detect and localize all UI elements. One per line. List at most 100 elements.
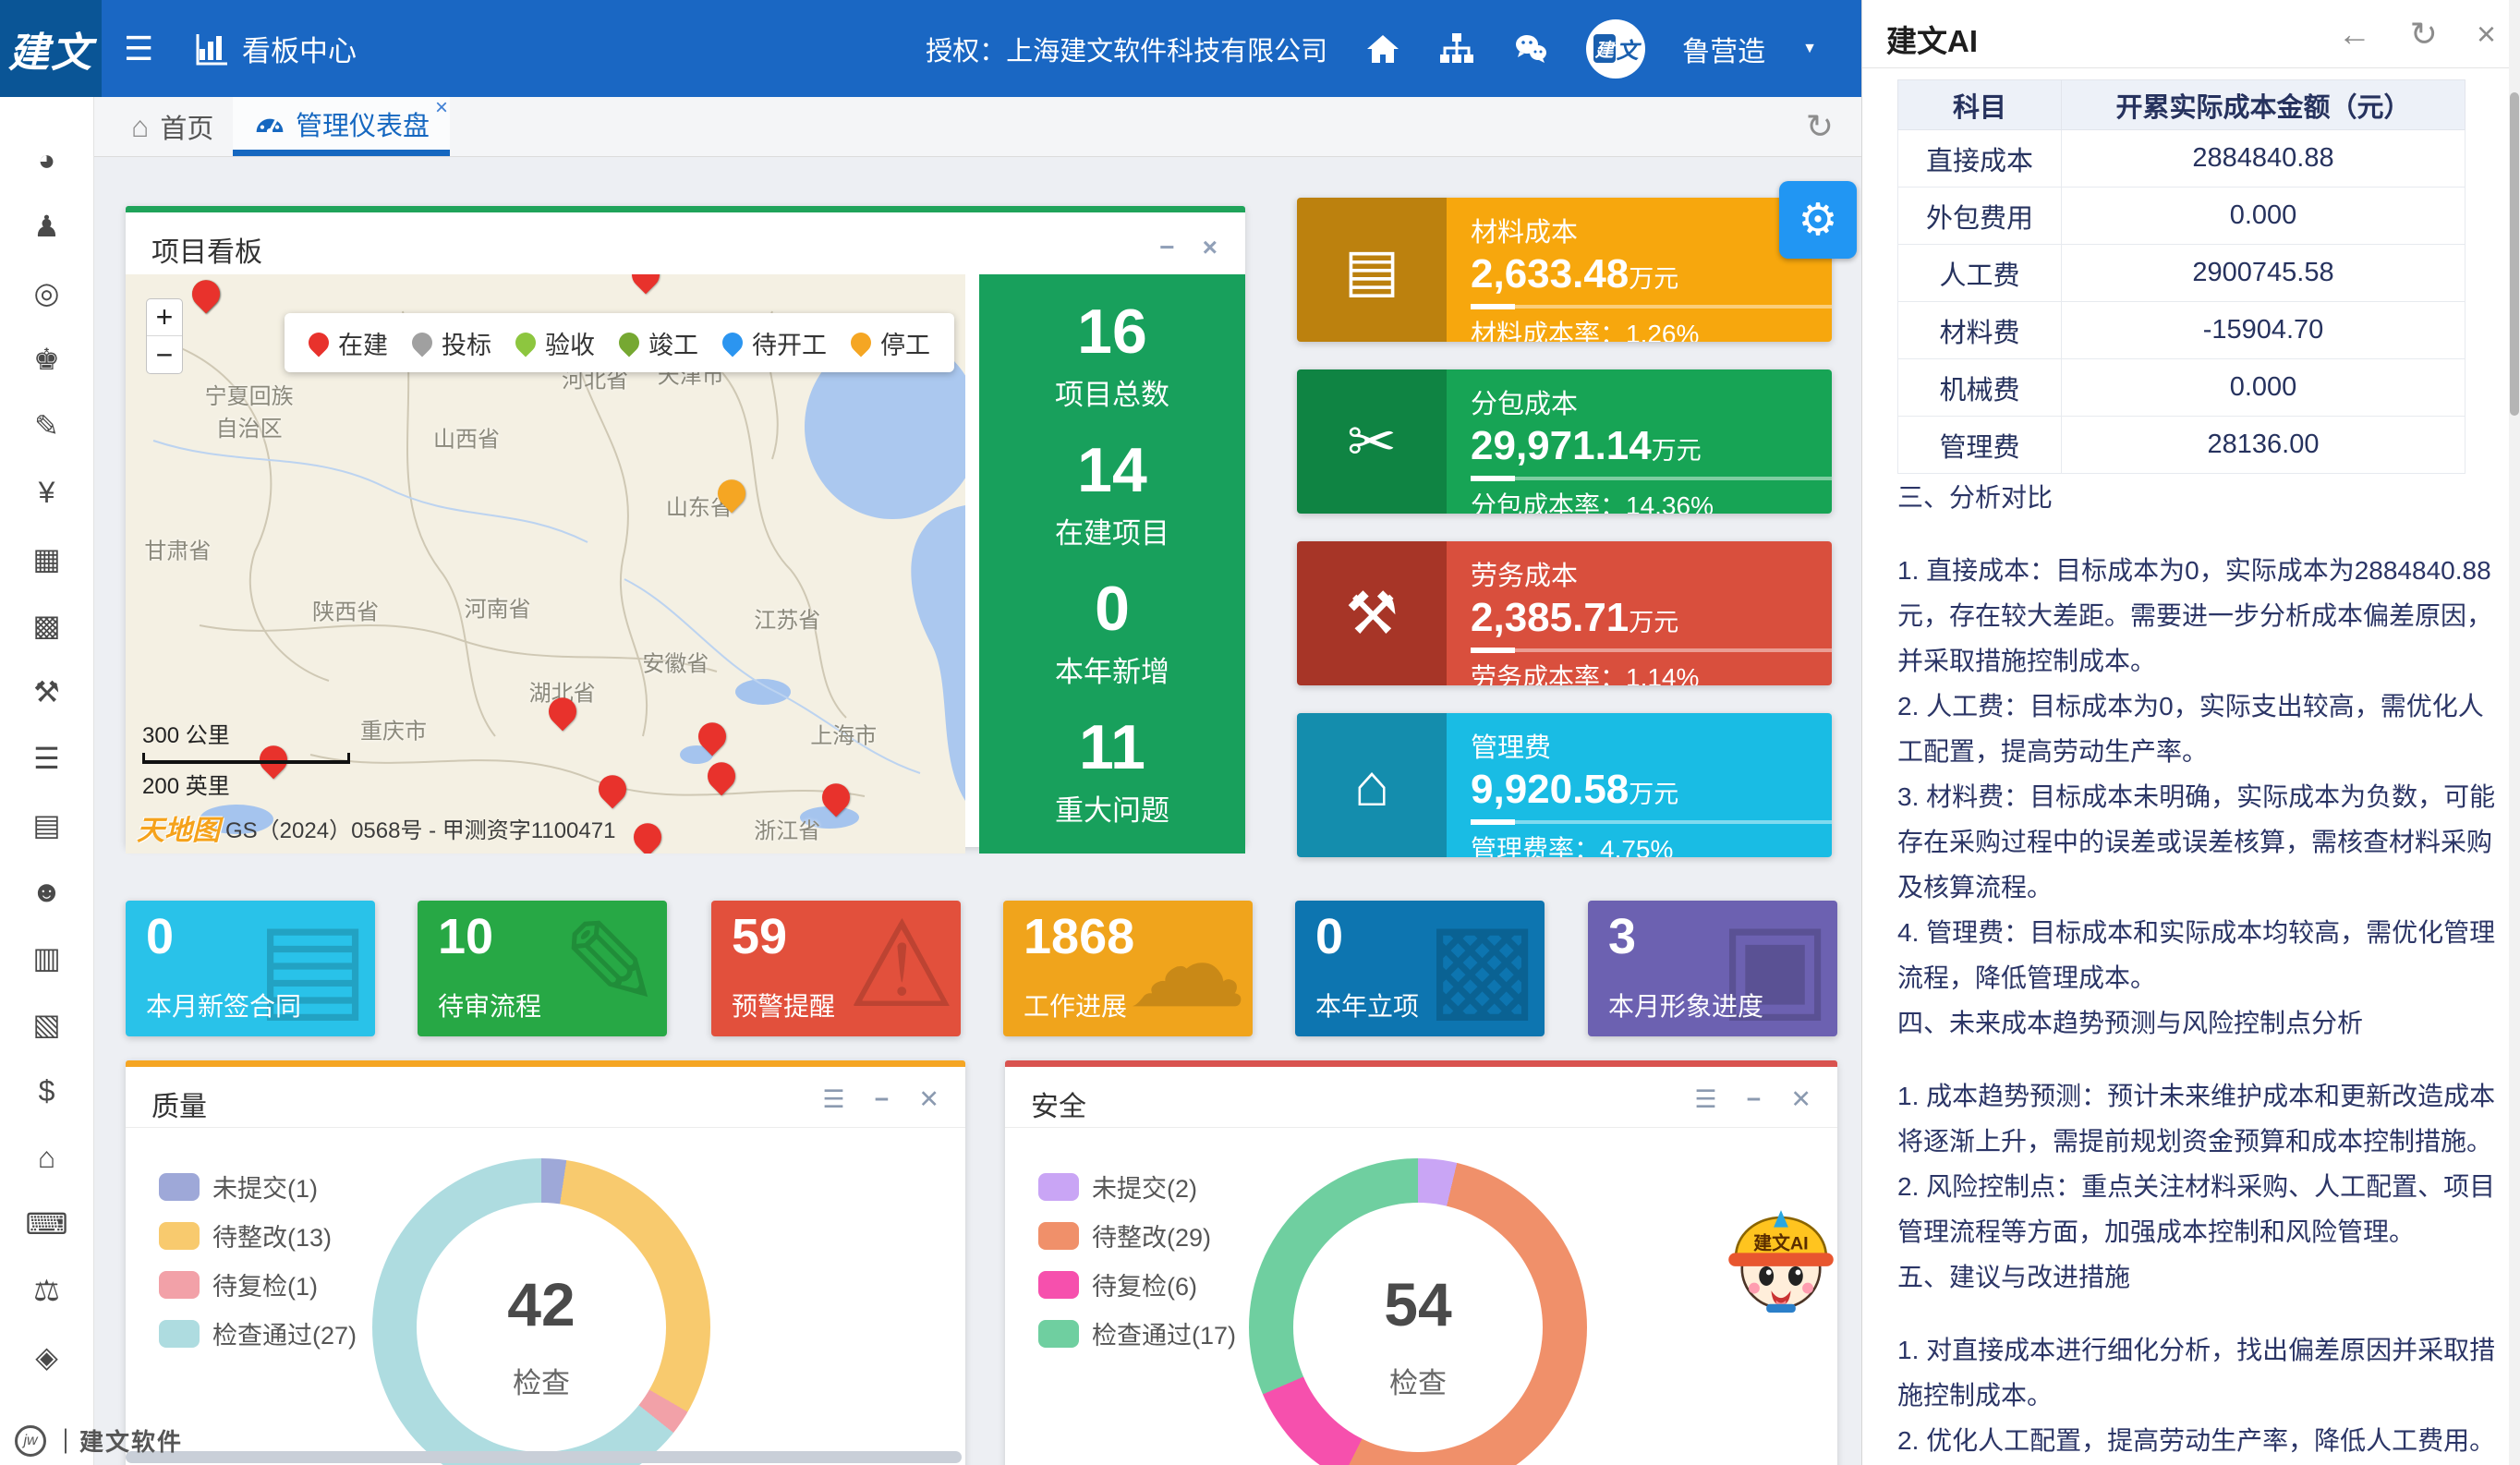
- pencil-ruler-icon[interactable]: ✎: [34, 409, 59, 442]
- minimize-icon[interactable]: −: [874, 1085, 890, 1113]
- ai-panel-header: 建文AI ← ↻ ×: [1862, 0, 2520, 68]
- building-stamp-icon[interactable]: ⌂: [37, 1140, 56, 1174]
- kpi-tile-2[interactable]: ✎ 10 待审流程: [418, 901, 667, 1036]
- amount-cell: 28136.00: [2061, 416, 2465, 474]
- money-bag-icon[interactable]: $: [38, 1073, 55, 1108]
- close-icon[interactable]: ✕: [1790, 1085, 1811, 1113]
- avatar[interactable]: 建 文: [1586, 18, 1646, 79]
- supervisor-icon[interactable]: ☻: [30, 874, 63, 908]
- kpi-tile-1[interactable]: ▤ 0 本月新签合同: [126, 901, 375, 1036]
- refresh-icon[interactable]: ↻: [1805, 107, 1834, 145]
- diamond-icon[interactable]: ◈: [35, 1340, 58, 1374]
- map-brand-logo: 天地图: [137, 816, 220, 846]
- list-icon[interactable]: ☰: [33, 742, 60, 775]
- quality-center-label: 检查: [513, 1367, 570, 1399]
- money-bag-calculator-icon[interactable]: ¥: [38, 475, 55, 509]
- project-stat-label: 重大问题: [1055, 794, 1169, 827]
- project-pin-red[interactable]: [693, 716, 733, 756]
- jianwen-ai-mascot[interactable]: 建文AI: [1720, 1191, 1842, 1313]
- team-icon[interactable]: ♟: [33, 210, 60, 243]
- legend-toggle-icon[interactable]: ☰: [1694, 1085, 1717, 1113]
- safety-donut-chart[interactable]: 54 检查: [1249, 1158, 1587, 1465]
- map-legend: 在建 投标 验收 竣工 待开工 停工: [285, 313, 954, 372]
- salary-card-icon[interactable]: ▥: [32, 941, 61, 975]
- project-pin-red[interactable]: [702, 757, 742, 796]
- safety-card: 安全 ☰ − ✕ 未提交(2) 待整改(29) 待复检(6) 检查通过(17) 54 …: [1005, 1060, 1837, 1465]
- project-pin-red[interactable]: [816, 777, 856, 817]
- subject-cell: 外包费用: [1897, 187, 2062, 245]
- project-pin-red[interactable]: [542, 692, 582, 732]
- zoom-out-button[interactable]: −: [155, 337, 174, 371]
- ai-panel: 建文AI ← ↻ × 科目 开累实际成本金额（元） 直接成本 2884840.88 外…: [1861, 0, 2520, 1465]
- topbar: 建文 ☰ 看板中心 授权：上海建文软件科技有限公司: [0, 0, 1861, 97]
- jianwen-logo-icon: jw: [15, 1424, 46, 1457]
- legend-toggle-icon[interactable]: ☰: [822, 1085, 845, 1113]
- cost-card-unit: 万元: [1651, 437, 1702, 465]
- table-row: 外包费用 0.000: [1897, 187, 2465, 245]
- project-pin-red[interactable]: [625, 274, 665, 295]
- award-person-icon[interactable]: ♚: [33, 343, 60, 376]
- chevron-down-icon[interactable]: ▼: [1802, 40, 1817, 56]
- china-map[interactable]: + − 在建 投标 验收 竣工 待开工 停工 宁夏回族 自治区 山西省 河北省 天津市 山东省 甘肃…: [126, 274, 965, 854]
- app-logo[interactable]: 建文: [0, 0, 102, 97]
- cost-card-4[interactable]: ⌂ 管理费 9,920.58万元 管理费率：4.75%: [1297, 713, 1832, 857]
- cubes-icon[interactable]: ▩: [32, 609, 61, 642]
- minimize-icon[interactable]: −: [1746, 1085, 1762, 1113]
- main-content: 项目看板 − ×: [94, 157, 1861, 1465]
- target-icon[interactable]: ◎: [33, 276, 60, 309]
- ai-scrollbar-thumb[interactable]: [2510, 92, 2519, 416]
- zoom-in-button[interactable]: +: [147, 299, 182, 336]
- quality-donut-chart[interactable]: 42 检查: [372, 1158, 710, 1465]
- close-icon[interactable]: ×: [1202, 233, 1218, 261]
- device-icon[interactable]: ⌨: [25, 1207, 68, 1241]
- ai-panel-icons: ← ↻ ×: [2338, 15, 2496, 54]
- tab-home[interactable]: ⌂ 首页: [131, 97, 213, 156]
- document-star-icon[interactable]: ▤: [32, 808, 61, 841]
- divider: [1471, 304, 1832, 309]
- project-stat: 11 重大问题: [1055, 715, 1169, 829]
- gavel-icon[interactable]: ⚖: [33, 1274, 60, 1307]
- horizontal-scrollbar[interactable]: [126, 1451, 962, 1463]
- kpi-label: 工作进展: [1024, 992, 1128, 1021]
- cost-card-2[interactable]: ✂ 分包成本 29,971.14万元 分包成本率：14.36%: [1297, 369, 1832, 514]
- legend-label: 待复检(6): [1092, 1273, 1197, 1301]
- worker-icon[interactable]: ⚒: [33, 675, 60, 708]
- kpi-label: 本年立项: [1315, 992, 1420, 1021]
- sitemap-icon[interactable]: [1438, 30, 1475, 67]
- project-board-title: 项目看板: [151, 237, 262, 268]
- subject-cell: 直接成本: [1897, 129, 2062, 188]
- quality-card-header: 质量 ☰ − ✕: [126, 1067, 965, 1128]
- menu-toggle-icon[interactable]: ☰: [124, 29, 154, 67]
- settings-button[interactable]: ⚙: [1779, 181, 1857, 259]
- tab-dashboard[interactable]: 管理仪表盘 ×: [233, 97, 450, 156]
- subject-cell: 人工费: [1897, 244, 2062, 302]
- subject-cell: 机械费: [1897, 358, 2062, 417]
- close-icon[interactable]: ×: [2476, 15, 2496, 53]
- back-icon[interactable]: ←: [2337, 15, 2371, 53]
- close-icon[interactable]: ✕: [918, 1085, 939, 1113]
- kpi-tile-5[interactable]: ▩ 0 本年立项: [1295, 901, 1545, 1036]
- kpi-tile-3[interactable]: ⚠ 59 预警提醒: [711, 901, 961, 1036]
- refresh-icon[interactable]: ↻: [2409, 15, 2438, 53]
- project-pin-orange[interactable]: [712, 473, 752, 514]
- wechat-icon[interactable]: [1512, 30, 1549, 67]
- kpi-tile-6[interactable]: ▣ 3 本月形象进度: [1588, 901, 1837, 1036]
- username[interactable]: 鲁营造: [1682, 36, 1766, 67]
- pie-chart-icon[interactable]: ◕: [37, 142, 56, 176]
- kpi-tile-4[interactable]: ☁ 1868 工作进展: [1003, 901, 1253, 1036]
- project-pin-red[interactable]: [187, 274, 226, 314]
- project-pin-red[interactable]: [593, 769, 633, 809]
- home-icon[interactable]: [1364, 30, 1401, 67]
- project-stat-value: 14: [1077, 435, 1147, 505]
- minimize-icon[interactable]: −: [1159, 233, 1175, 261]
- kpi-value: 3: [1608, 909, 1637, 964]
- tab-close-icon[interactable]: ×: [434, 95, 448, 120]
- cost-card-1[interactable]: ▤ 材料成本 2,633.48万元 材料成本率：1.26%: [1297, 198, 1832, 342]
- calculator-person-icon[interactable]: ▦: [32, 542, 61, 575]
- cost-card-3[interactable]: ⚒ 劳务成本 2,385.71万元 劳务成本率：1.14%: [1297, 541, 1832, 685]
- safety-card-header: 安全 ☰ − ✕: [1005, 1067, 1837, 1128]
- province-label: 重庆市: [359, 719, 427, 745]
- safety-card-icons: ☰ − ✕: [1694, 1085, 1811, 1114]
- project-pin-red[interactable]: [628, 817, 668, 854]
- documents-icon[interactable]: ▧: [32, 1008, 61, 1041]
